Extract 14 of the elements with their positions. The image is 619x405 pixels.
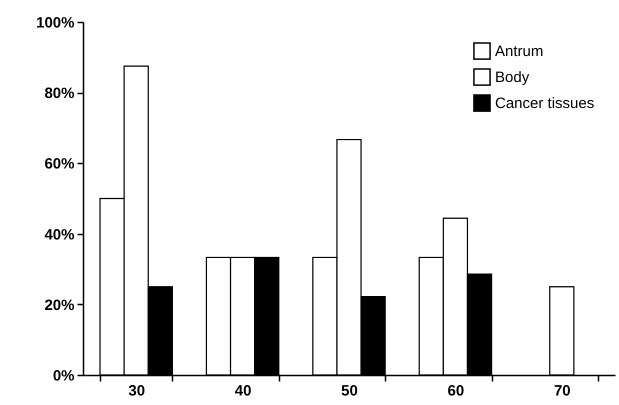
x-tick-label: 70	[554, 382, 571, 400]
y-tick-label: 60%	[44, 156, 74, 173]
x-tick-label: 40	[234, 382, 252, 400]
y-tick-label: 20%	[44, 296, 74, 314]
legend-label: Antrum	[495, 43, 544, 60]
x-tick-label: 60	[448, 382, 464, 400]
y-tick-label: 0%	[52, 368, 74, 384]
y-tick-label: 40%	[44, 226, 74, 244]
y-tick-label: 100%	[36, 14, 74, 32]
legend-label: Cancer tissues	[495, 95, 594, 112]
y-tick-label: 80%	[44, 85, 74, 102]
x-tick-label: 50	[341, 382, 358, 400]
legend-label: Body	[495, 69, 530, 86]
x-tick-label: 30	[128, 382, 146, 400]
